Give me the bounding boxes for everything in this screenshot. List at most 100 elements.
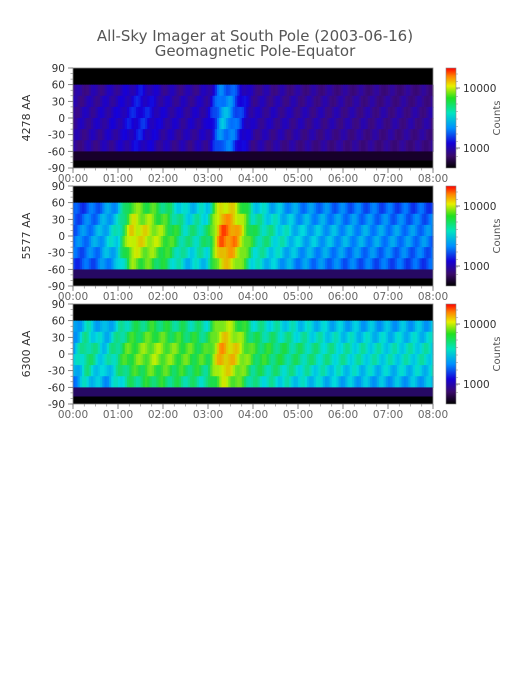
heatmap-cell: [266, 247, 270, 259]
heatmap-cell: [115, 213, 119, 226]
heatmap-cell: [311, 140, 315, 152]
heatmap-cell: [340, 118, 344, 130]
heatmap-cell: [118, 84, 121, 97]
heatmap-cell: [237, 129, 241, 141]
heatmap-cell: [196, 129, 200, 141]
heatmap-cell: [322, 213, 326, 226]
heatmap-cell: [122, 95, 126, 108]
heatmap-cell: [264, 129, 268, 141]
heatmap-cell: [399, 129, 403, 141]
heatmap-cell: [167, 354, 171, 366]
heatmap-cell: [131, 202, 135, 215]
heatmap-cell: [113, 140, 117, 152]
heatmap-cell: [428, 247, 432, 259]
heatmap-cell: [250, 106, 254, 119]
heatmap-cell: [149, 202, 153, 215]
heatmap-cell: [421, 247, 425, 259]
heatmap-cell: [199, 106, 202, 119]
heatmap-cell: [183, 129, 187, 141]
heatmap-cell: [417, 224, 421, 237]
heatmap-cell: [309, 236, 313, 248]
heatmap-cell: [428, 129, 432, 141]
heatmap-cell: [181, 118, 184, 130]
heatmap-cell: [322, 354, 326, 366]
heatmap-cell: [275, 118, 279, 130]
heatmap-cell: [95, 84, 99, 97]
heatmap-cell: [190, 140, 193, 152]
heatmap-cell: [401, 376, 405, 388]
heatmap-cell: [93, 376, 97, 388]
heatmap-cell: [248, 258, 252, 270]
heatmap-cell: [428, 354, 432, 366]
heatmap-cell: [102, 331, 106, 344]
heatmap-cell: [307, 213, 310, 226]
heatmap-cell: [106, 331, 110, 344]
heatmap-cell: [338, 106, 342, 119]
heatmap-cell: [104, 118, 108, 130]
heatmap-cell: [97, 236, 101, 248]
heatmap-cell: [259, 118, 263, 130]
heatmap-cell: [392, 106, 396, 119]
heatmap-cell: [91, 247, 94, 259]
heatmap-cell: [417, 342, 421, 355]
heatmap-cell: [84, 202, 88, 215]
heatmap-cell: [241, 331, 245, 344]
heatmap-cell: [419, 106, 423, 119]
heatmap-cell: [158, 320, 162, 333]
heatmap-cell: [313, 129, 317, 141]
heatmap-cell: [343, 224, 346, 237]
heatmap-cell: [381, 106, 385, 119]
heatmap-cell: [181, 247, 184, 259]
heatmap-cell: [104, 95, 108, 108]
heatmap-cell: [318, 342, 322, 355]
heatmap-cell: [363, 224, 367, 237]
heatmap-cell: [277, 342, 281, 355]
heatmap-cell: [73, 320, 76, 333]
heatmap-cell: [307, 129, 310, 141]
heatmap-cell: [417, 140, 421, 152]
heatmap-cell: [248, 106, 252, 119]
heatmap-cell: [219, 118, 223, 130]
heatmap-cell: [309, 365, 313, 377]
heatmap-cell: [133, 354, 137, 366]
heatmap-cell: [127, 224, 130, 237]
heatmap-cell: [104, 106, 108, 119]
heatmap-cell: [190, 354, 193, 366]
heatmap-cell: [379, 376, 382, 388]
heatmap-cell: [419, 376, 423, 388]
heatmap-cell: [374, 320, 378, 333]
x-tick-label: 08:00: [418, 409, 448, 421]
heatmap-cell: [412, 202, 416, 215]
heatmap-cell: [226, 84, 229, 97]
heatmap-cell: [77, 118, 81, 130]
heatmap-cell: [250, 247, 254, 259]
heatmap-cell: [327, 95, 331, 108]
heatmap-cell: [325, 236, 328, 248]
heatmap-cell: [100, 331, 103, 344]
heatmap-cell: [331, 320, 335, 333]
heatmap-cell: [237, 202, 241, 215]
heatmap-cell: [313, 376, 317, 388]
heatmap-cell: [374, 140, 378, 152]
heatmap-cell: [392, 354, 396, 366]
heatmap-cell: [430, 320, 434, 333]
heatmap-cell: [169, 320, 173, 333]
heatmap-cell: [241, 236, 245, 248]
heatmap-cell: [259, 84, 263, 97]
heatmap-cell: [277, 140, 281, 152]
heatmap-cell: [257, 84, 261, 97]
heatmap-cell: [127, 202, 130, 215]
heatmap-cell: [397, 258, 400, 270]
heatmap-cell: [106, 354, 110, 366]
heatmap-cell: [205, 224, 209, 237]
heatmap-cell: [421, 224, 425, 237]
heatmap-cell: [354, 342, 358, 355]
heatmap-cell: [338, 320, 342, 333]
heatmap-cell: [313, 342, 317, 355]
heatmap-cell: [300, 84, 304, 97]
heatmap-cell: [320, 118, 324, 130]
heatmap-cell: [158, 376, 162, 388]
heatmap-cell: [169, 202, 173, 215]
heatmap-cell: [205, 213, 209, 226]
heatmap-cell: [194, 376, 198, 388]
